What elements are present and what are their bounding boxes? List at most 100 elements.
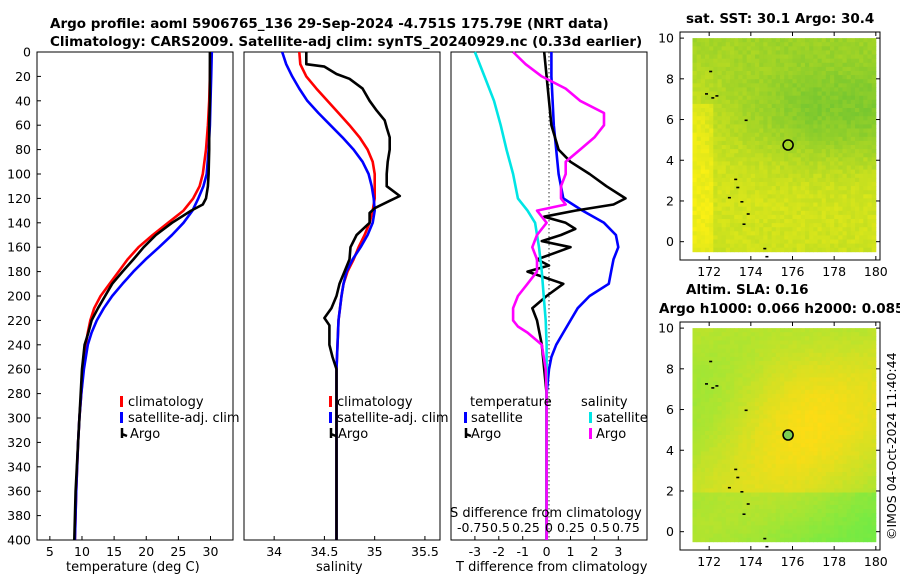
map-cell: [834, 206, 839, 212]
map-cell: [809, 525, 814, 530]
map-cell: [788, 54, 793, 59]
map-cell: [850, 525, 856, 530]
map-cell: [825, 492, 831, 497]
map-cell: [750, 344, 756, 349]
map-cell: [759, 99, 764, 105]
map-cell: [825, 430, 831, 436]
map-cell: [738, 328, 743, 333]
map-cell: [863, 385, 868, 391]
map-cell: [721, 95, 727, 101]
map-cell: [738, 537, 743, 543]
map-cell: [746, 418, 752, 423]
map-cell: [850, 112, 856, 117]
map-cell: [742, 344, 748, 349]
map-cell: [717, 116, 723, 121]
map-cell: [738, 103, 743, 109]
map-cell: [788, 243, 793, 249]
map-cell: [734, 435, 739, 440]
map-cell: [792, 393, 798, 399]
map-cell: [692, 124, 698, 129]
map-cell: [700, 529, 706, 534]
map-cell: [780, 46, 785, 51]
map-cell: [821, 71, 827, 76]
island-outline: [736, 186, 740, 189]
map-cell: [863, 219, 868, 224]
map-cell: [842, 136, 848, 142]
map-cell: [771, 451, 777, 456]
map-cell: [750, 365, 756, 370]
map-cell: [838, 239, 843, 244]
map-cell: [867, 492, 873, 497]
map-cell: [730, 336, 735, 341]
map-cell: [721, 194, 727, 199]
map-cell: [855, 418, 860, 423]
map-cell: [713, 149, 718, 154]
map-cell: [692, 504, 698, 510]
map-cell: [792, 348, 798, 354]
map-cell: [805, 38, 810, 43]
map-cell: [759, 223, 764, 228]
map-cell: [834, 132, 839, 138]
map-cell: [775, 95, 781, 101]
map-cell: [775, 406, 781, 411]
map-cell: [800, 373, 806, 378]
map-cell: [813, 361, 818, 366]
map-cell: [800, 50, 806, 55]
map-cell: [834, 328, 839, 333]
map-cell: [805, 219, 810, 224]
map-cell: [705, 223, 710, 228]
map-cell: [842, 210, 848, 216]
map-cell: [750, 328, 756, 333]
map-cell: [830, 202, 835, 207]
map-cell: [780, 169, 785, 175]
map-cell: [780, 521, 785, 526]
map-cell: [784, 467, 789, 473]
map-cell: [834, 75, 839, 80]
map-cell: [867, 422, 873, 428]
map-cell: [767, 247, 773, 253]
map-cell: [738, 223, 743, 228]
map-cell: [717, 393, 723, 399]
map-cell: [817, 140, 823, 146]
map-cell: [867, 332, 873, 337]
map-cell: [692, 447, 698, 452]
map-cell: [850, 79, 856, 84]
map-cell: [713, 120, 718, 125]
map-cell: [805, 182, 810, 187]
map-cell: [792, 202, 798, 207]
map-cell: [780, 75, 785, 80]
depth-tick-label: 20: [15, 69, 31, 84]
map-cell: [805, 356, 810, 362]
map-cell: [792, 332, 798, 337]
map-cell: [713, 537, 718, 543]
map-cell: [805, 488, 810, 493]
map-cell: [746, 529, 752, 534]
map-cell: [709, 463, 714, 469]
island-outline: [744, 409, 748, 412]
map-cell: [796, 467, 802, 473]
map-cell: [700, 439, 706, 444]
map-cell: [867, 103, 873, 109]
map-cell: [846, 356, 852, 362]
map-cell: [788, 235, 793, 240]
map-cell: [738, 112, 743, 117]
map-cell: [692, 198, 698, 203]
map-cell: [705, 451, 710, 456]
map-cell: [692, 393, 698, 399]
map-cell: [780, 210, 785, 216]
map-cell: [696, 103, 702, 109]
map-cell: [784, 389, 789, 395]
map-cell: [730, 513, 735, 518]
map-cell: [755, 463, 760, 469]
map-cell: [730, 103, 735, 109]
map-cell: [842, 533, 848, 539]
map-cell: [863, 381, 868, 386]
map-cell: [725, 414, 731, 419]
map-cell: [834, 332, 839, 337]
map-cell: [821, 66, 827, 72]
map-cell: [759, 120, 764, 125]
map-cell: [821, 120, 827, 125]
map-cell: [730, 447, 735, 452]
map-cell: [855, 381, 860, 386]
map-cell: [850, 116, 856, 121]
